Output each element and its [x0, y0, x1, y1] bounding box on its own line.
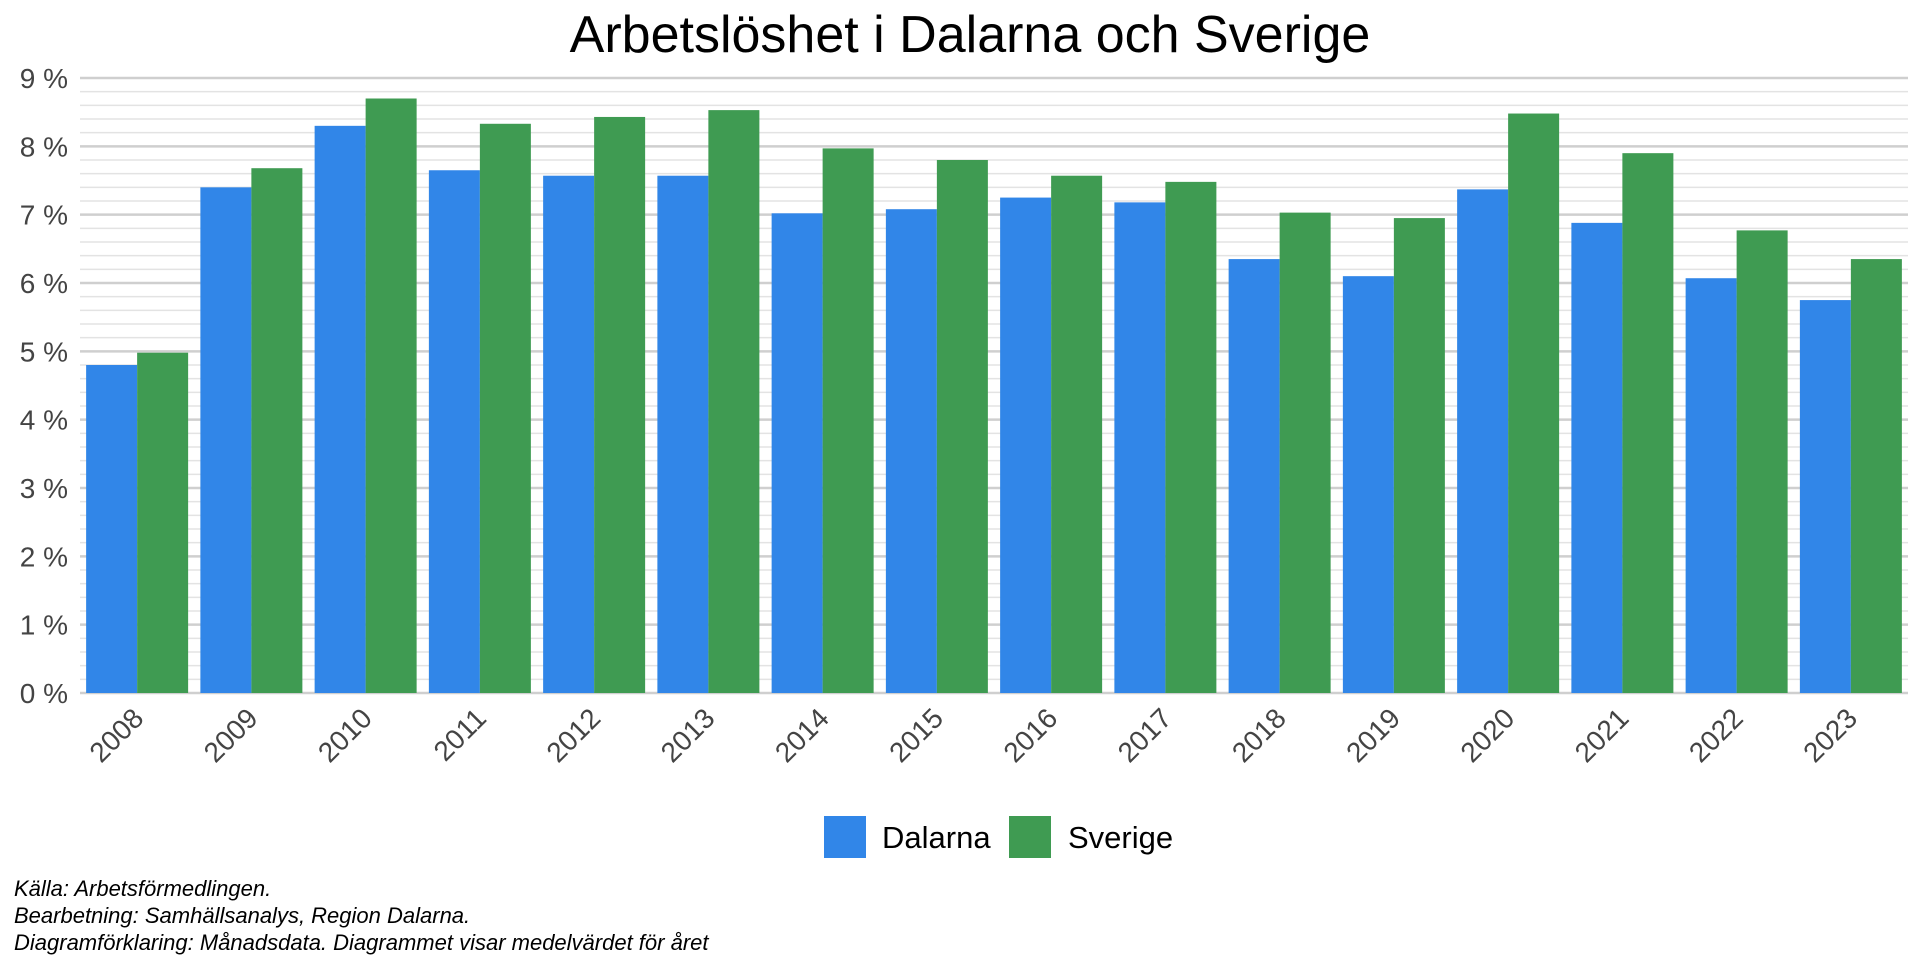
y-tick-label: 6 %: [20, 268, 68, 299]
bar-sverige-2023: [1850, 259, 1902, 693]
x-tick-label: 2017: [1112, 702, 1178, 768]
legend-swatch-sverige: [1009, 816, 1051, 858]
bar-dalarna-2009: [200, 187, 252, 694]
legend-label-dalarna: Dalarna: [882, 820, 991, 855]
y-tick-label: 4 %: [20, 405, 68, 436]
footnote-line: Källa: Arbetsförmedlingen.: [14, 876, 271, 901]
bar-sverige-2016: [1051, 175, 1103, 693]
x-tick-label: 2022: [1683, 702, 1749, 768]
x-tick-label: 2012: [540, 702, 606, 768]
bar-dalarna-2023: [1799, 300, 1851, 693]
x-tick-label: 2009: [198, 702, 264, 768]
footnote-line: Diagramförklaring: Månadsdata. Diagramme…: [14, 930, 709, 955]
bar-sverige-2015: [936, 160, 988, 693]
bar-dalarna-2010: [314, 125, 366, 694]
x-tick-label: 2021: [1569, 702, 1635, 768]
bar-sverige-2008: [137, 352, 189, 693]
y-axis-ticks: 0 % 1 % 2 % 3 % 4 % 5 % 6 % 7 % 8 % 9 %: [20, 63, 68, 709]
bar-dalarna-2020: [1457, 189, 1509, 693]
footnotes: Källa: Arbetsförmedlingen.Bearbetning: S…: [14, 876, 709, 955]
bar-dalarna-2008: [86, 365, 138, 693]
y-tick-label: 9 %: [20, 63, 68, 94]
bar-sverige-2017: [1165, 181, 1217, 693]
bar-dalarna-2016: [1000, 197, 1052, 694]
x-tick-label: 2013: [655, 702, 721, 768]
x-tick-label: 2020: [1454, 702, 1520, 768]
bar-dalarna-2011: [428, 170, 480, 693]
bar-dalarna-2013: [657, 175, 709, 693]
bar-dalarna-2017: [1114, 202, 1166, 693]
y-tick-label: 0 %: [20, 678, 68, 709]
bar-sverige-2018: [1279, 212, 1331, 693]
y-tick-label: 7 %: [20, 200, 68, 231]
bar-dalarna-2015: [885, 209, 937, 693]
x-tick-label: 2018: [1226, 702, 1292, 768]
bar-sverige-2021: [1622, 153, 1674, 693]
y-tick-label: 8 %: [20, 131, 68, 162]
x-tick-label: 2016: [997, 702, 1063, 768]
chart-title: Arbetslöshet i Dalarna och Sverige: [570, 6, 1371, 64]
bar-sverige-2014: [822, 148, 874, 694]
x-tick-label: 2014: [769, 702, 835, 768]
y-tick-label: 2 %: [20, 541, 68, 572]
x-tick-label: 2010: [312, 702, 378, 768]
bar-dalarna-2012: [543, 175, 595, 693]
x-axis-ticks: 2008 2009 2010 2011 2012 2013 2014 2015 2016 2017…: [83, 702, 1863, 768]
bar-dalarna-2014: [771, 213, 823, 694]
x-tick-label: 2023: [1797, 702, 1863, 768]
y-tick-label: 5 %: [20, 336, 68, 367]
bar-sverige-2022: [1736, 230, 1788, 693]
y-tick-label: 3 %: [20, 473, 68, 504]
bars: [86, 98, 1902, 694]
y-tick-label: 1 %: [20, 610, 68, 641]
bar-sverige-2009: [251, 168, 303, 693]
legend: Dalarna Sverige: [824, 816, 1173, 858]
bar-dalarna-2018: [1228, 259, 1280, 693]
legend-label-sverige: Sverige: [1068, 820, 1173, 855]
bar-sverige-2011: [479, 123, 531, 694]
bar-dalarna-2021: [1571, 222, 1623, 693]
bar-dalarna-2019: [1342, 276, 1394, 693]
bar-sverige-2013: [708, 110, 760, 693]
bar-sverige-2020: [1508, 113, 1560, 694]
bar-sverige-2019: [1393, 218, 1445, 694]
bar-dalarna-2022: [1685, 278, 1737, 693]
legend-swatch-dalarna: [824, 816, 866, 858]
x-tick-label: 2008: [83, 702, 149, 768]
x-tick-label: 2015: [883, 702, 949, 768]
x-tick-label: 2011: [428, 702, 493, 767]
bar-sverige-2010: [365, 98, 417, 693]
footnote-line: Bearbetning: Samhällsanalys, Region Dala…: [14, 903, 470, 928]
x-tick-label: 2019: [1340, 702, 1406, 768]
bar-sverige-2012: [594, 116, 646, 693]
